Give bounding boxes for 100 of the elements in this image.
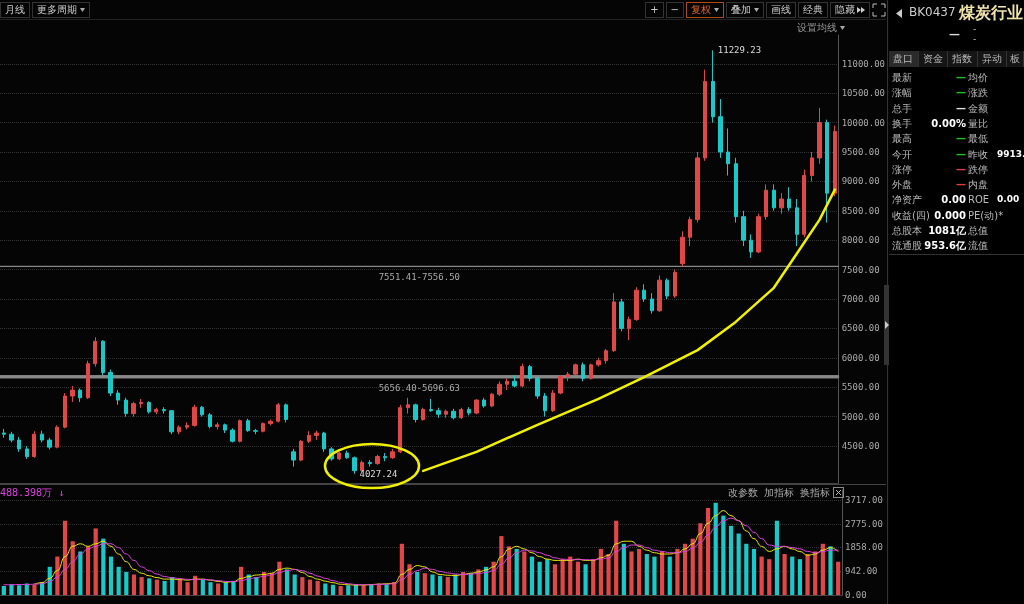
candlestick — [512, 374, 517, 388]
text: — — [956, 71, 966, 85]
candlestick — [429, 398, 433, 413]
text: 板 — [1007, 51, 1024, 67]
bar — [177, 579, 182, 595]
candlestick — [772, 183, 776, 212]
candlestick — [703, 69, 707, 162]
candlestick — [47, 437, 52, 450]
text: 涨幅 — [892, 86, 912, 101]
candlestick — [345, 450, 349, 460]
text: - — [973, 24, 977, 34]
text: 昨收 — [968, 147, 988, 162]
bar — [583, 564, 588, 595]
candlestick — [93, 336, 97, 368]
y-tick-label: 1858.00 — [845, 542, 883, 553]
text: 画线 — [766, 2, 796, 18]
candlestick — [573, 363, 578, 376]
text: 1081亿 — [928, 224, 966, 238]
text: — — [949, 28, 960, 41]
y-tick-label: 0.00 — [845, 590, 867, 600]
text: 0.00% — [931, 116, 966, 131]
candlestick — [192, 404, 197, 428]
bar — [131, 574, 137, 595]
bar — [797, 559, 803, 595]
bar — [698, 523, 703, 595]
bar — [376, 583, 382, 595]
y-tick-label: 7000.00 — [841, 293, 880, 304]
bar — [637, 548, 642, 595]
candlestick — [78, 387, 82, 403]
y-tick-label: 942.00 — [845, 565, 878, 576]
bar — [682, 543, 688, 595]
band-label: 5656.40-5696.63 — [378, 382, 460, 393]
text: 均价 — [968, 71, 988, 85]
candlestick — [276, 402, 280, 423]
text: 经典 — [798, 2, 828, 18]
bar — [522, 551, 527, 595]
candlestick — [802, 169, 806, 238]
bar — [154, 579, 160, 595]
candlestick — [253, 428, 258, 435]
candlestick — [139, 398, 143, 409]
y-tick-label: 10500.00 — [841, 88, 886, 99]
bar — [529, 556, 535, 595]
bar — [461, 571, 466, 595]
candlestick — [650, 292, 654, 315]
candlestick — [32, 430, 36, 459]
candlestick — [169, 409, 174, 435]
bar — [338, 586, 343, 595]
text: 9913. — [997, 147, 1024, 161]
text: 跌停 — [968, 162, 988, 177]
candlestick — [124, 397, 128, 418]
candlestick — [70, 385, 75, 403]
candlestick — [665, 277, 669, 300]
candlestick — [337, 451, 341, 461]
candlestick — [619, 298, 624, 332]
candlestick — [25, 445, 29, 460]
text: — — [956, 147, 966, 162]
candlestick — [116, 389, 120, 406]
candlestick — [406, 397, 410, 415]
bar — [438, 575, 443, 595]
bar — [744, 543, 749, 595]
candlestick — [756, 213, 761, 254]
y-tick-label: 6000.00 — [841, 352, 880, 363]
text: 收益(四) — [892, 208, 930, 223]
candlestick — [383, 452, 387, 462]
bar — [499, 536, 504, 595]
bar — [721, 515, 726, 595]
candlestick — [558, 374, 563, 395]
candlestick — [375, 454, 380, 466]
bar — [32, 584, 37, 595]
candlestick — [444, 409, 448, 419]
text: 盘口 — [889, 51, 919, 67]
annotation: 488.398万 ↓ — [0, 486, 65, 500]
band-label: 7551.41-7556.50 — [378, 271, 460, 282]
candlestick — [673, 269, 677, 299]
candlestick — [741, 210, 746, 247]
bar — [9, 584, 14, 595]
candlestick — [162, 406, 166, 415]
candlestick — [680, 230, 685, 268]
annotation: 改参数 — [728, 486, 758, 500]
text: 叠加 — [726, 2, 764, 18]
candlestick — [497, 380, 502, 397]
candlestick — [520, 363, 524, 388]
text: — — [956, 178, 966, 193]
bar — [453, 574, 458, 595]
candlestick — [551, 389, 555, 413]
candlestick — [55, 424, 59, 449]
y-tick-label: 9000.00 — [841, 176, 880, 187]
candlestick — [147, 400, 151, 415]
candlestick — [314, 430, 319, 441]
y-tick-label: 2775.00 — [845, 518, 883, 529]
candlestick — [764, 183, 768, 221]
bar — [652, 556, 657, 595]
text: — — [956, 101, 966, 116]
candlestick — [459, 407, 463, 420]
candlestick — [246, 418, 250, 433]
bar — [231, 580, 236, 595]
text: 月线 — [0, 2, 30, 18]
bar — [330, 584, 336, 595]
annotation: 换指标 — [800, 486, 830, 500]
bar — [24, 583, 29, 595]
